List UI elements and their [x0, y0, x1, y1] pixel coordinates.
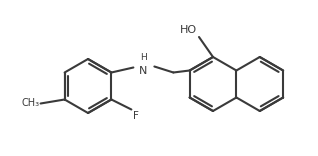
Text: F: F — [133, 110, 139, 120]
Text: HO: HO — [180, 25, 197, 35]
Text: CH₃: CH₃ — [22, 98, 40, 109]
Text: H: H — [140, 54, 147, 63]
Text: N: N — [139, 66, 148, 76]
